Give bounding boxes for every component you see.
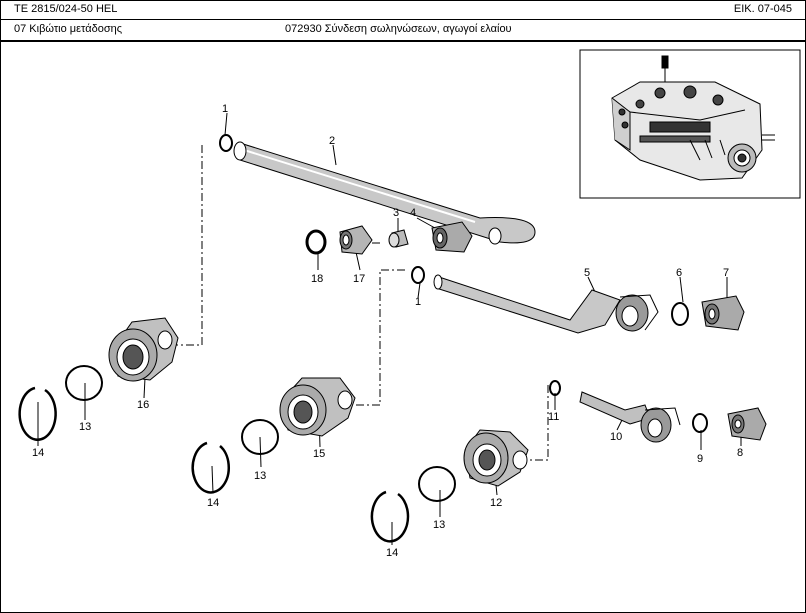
callout-15: 15 [313, 448, 325, 460]
callout-9: 9 [697, 453, 703, 465]
callout-13-left: 13 [79, 421, 91, 433]
part-union-nut-4 [431, 221, 473, 253]
callout-3: 3 [393, 207, 399, 219]
callout-labels: 1 2 3 4 18 17 1 5 6 7 16 13 14 15 13 14 … [32, 103, 743, 559]
part-snap-ring-14-right [370, 490, 410, 543]
part-seal-ring-13-right [418, 466, 456, 502]
callout-5: 5 [584, 267, 590, 279]
callout-13-middle: 13 [254, 470, 266, 482]
callout-10: 10 [610, 431, 622, 443]
part-oil-pipe-2 [233, 141, 536, 245]
part-seal-ring-13-middle [241, 419, 279, 455]
overview-inset [579, 49, 801, 199]
section-title: 07 Κιβώτιο μετάδοσης [14, 23, 123, 35]
callout-17: 17 [353, 273, 365, 285]
part-adapter-17 [339, 225, 373, 255]
part-seal-ring-6 [671, 302, 689, 326]
callout-1-upper: 1 [222, 103, 228, 115]
header-row-top: TE 2815/024-50 HEL ΕΙΚ. 07-045 [0, 0, 806, 20]
gearbox-overview-image [611, 55, 775, 181]
callout-6: 6 [676, 267, 682, 279]
part-seal-ring-18 [305, 229, 327, 255]
callout-8: 8 [737, 447, 743, 459]
part-snap-ring-14-middle [191, 441, 230, 494]
part-oil-pipe-5 [433, 274, 659, 334]
group-title: 072930 Σύνδεση σωληνώσεων, αγωγοί ελαίου [285, 23, 512, 35]
callout-16: 16 [137, 399, 149, 411]
callout-14-right: 14 [386, 547, 398, 559]
part-oring-11 [549, 380, 561, 396]
callout-4: 4 [410, 207, 416, 219]
part-seal-ring-13-left [65, 365, 103, 401]
callout-18: 18 [311, 273, 323, 285]
header-row-bottom: 07 Κιβώτιο μετάδοσης 072930 Σύνδεση σωλη… [0, 20, 806, 42]
part-banjo-bolt-7 [701, 295, 745, 331]
callout-13-right: 13 [433, 519, 445, 531]
part-oring-1-lower [411, 266, 425, 284]
callout-2: 2 [329, 135, 335, 147]
part-housing-12 [463, 429, 529, 487]
part-housing-15 [279, 377, 356, 437]
callout-7: 7 [723, 267, 729, 279]
callout-12: 12 [490, 497, 502, 509]
callout-14-middle: 14 [207, 497, 219, 509]
callout-1-lower: 1 [415, 296, 421, 308]
callout-14-left: 14 [32, 447, 44, 459]
part-banjo-bolt-8 [727, 407, 767, 441]
part-oil-pipe-10 [579, 391, 681, 443]
figure-number: ΕΙΚ. 07-045 [733, 3, 792, 15]
document-id: TE 2815/024-50 HEL [14, 3, 118, 15]
part-sleeve-3 [388, 229, 409, 248]
callout-11: 11 [548, 411, 559, 423]
part-housing-16 [108, 317, 179, 382]
part-seal-ring-9 [692, 413, 708, 433]
part-oring-1-upper [219, 134, 233, 152]
part-snap-ring-14-left [18, 386, 57, 441]
